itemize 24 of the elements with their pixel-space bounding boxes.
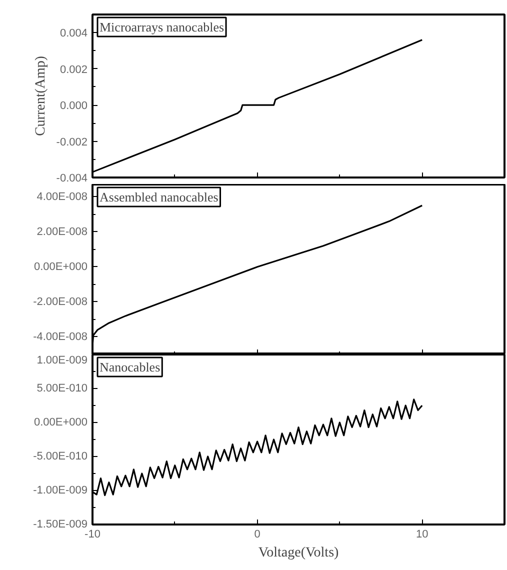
y-tick-label: 0.000 xyxy=(60,100,88,112)
y-tick-label: -0.004 xyxy=(56,172,88,184)
chart-title: Assembled nanocables xyxy=(100,190,218,204)
x-tick-label: -10 xyxy=(84,528,100,540)
x-tick-label: 0 xyxy=(254,528,260,540)
y-tick-label: 4.00E-008 xyxy=(36,190,88,203)
chart-title: Microarrays nanocables xyxy=(100,20,224,34)
y-tick-label: 0.00E+000 xyxy=(34,260,88,273)
y-tick-label: -1.00E-009 xyxy=(33,484,88,496)
y-tick-label: -4.00E-008 xyxy=(33,330,88,343)
chart-title: Nanocables xyxy=(100,360,160,374)
y-tick-label: 0.002 xyxy=(60,64,88,76)
x-tick-label: 10 xyxy=(416,528,428,540)
y-tick-label: -2.00E-008 xyxy=(33,296,88,308)
y-tick-label: 5.00E-010 xyxy=(36,382,88,394)
x-axis-title: Voltage(Volts) xyxy=(258,546,340,560)
y-axis-title: Current(Amp) xyxy=(33,56,48,136)
y-tick-label: -0.002 xyxy=(56,136,88,148)
y-tick-label: -1.50E-009 xyxy=(33,518,88,530)
y-tick-label: 1.00E-009 xyxy=(36,354,88,366)
y-tick-label: 0.00E+000 xyxy=(34,416,88,428)
y-tick-label: 0.004 xyxy=(60,28,88,40)
y-tick-label: -5.00E-010 xyxy=(33,450,88,462)
y-tick-label: 2.00E-008 xyxy=(36,226,88,238)
